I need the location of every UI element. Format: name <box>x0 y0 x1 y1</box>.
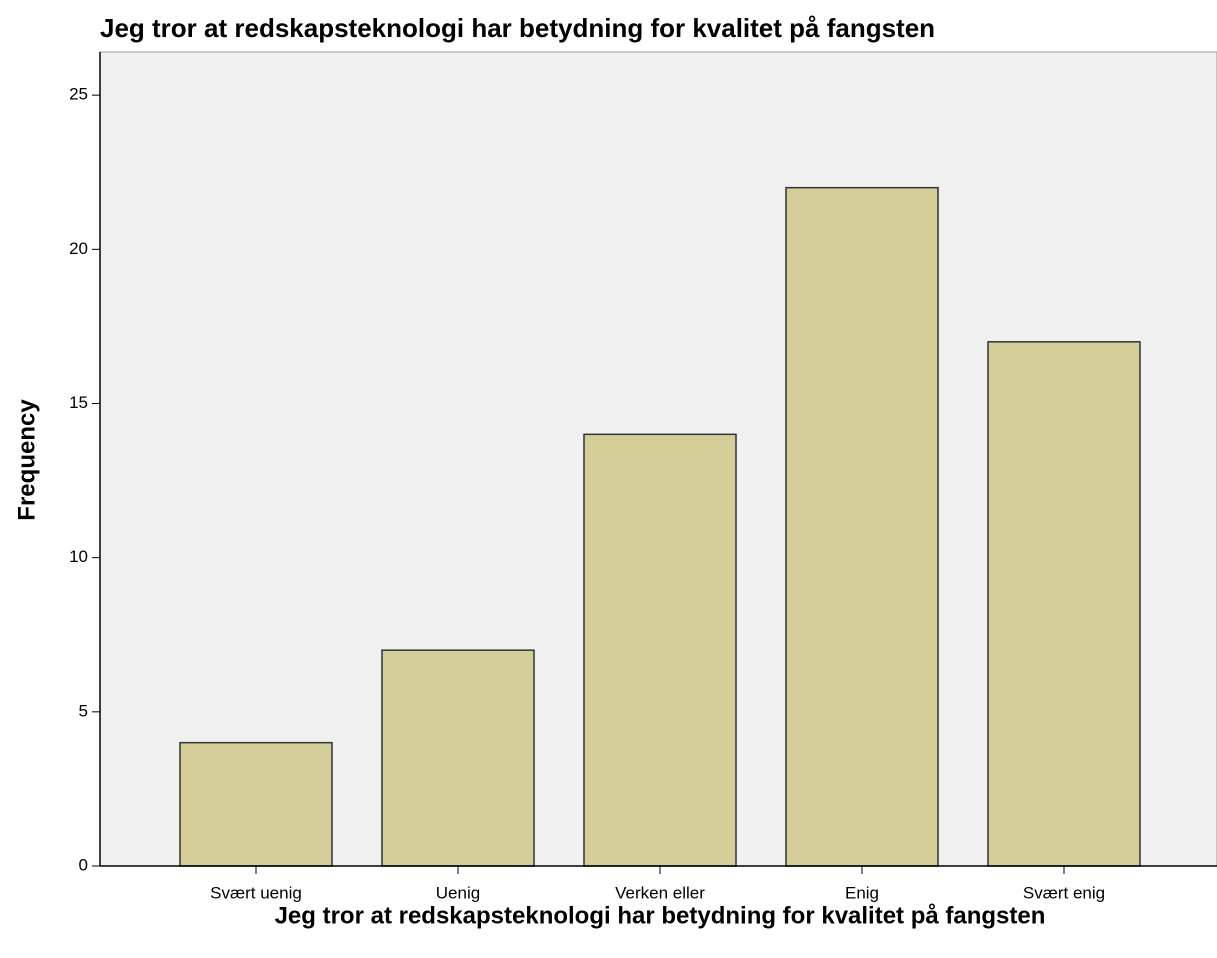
y-axis-label: Frequency <box>13 399 40 521</box>
x-tick-label: Svært uenig <box>210 883 302 902</box>
x-tick-label: Enig <box>845 883 879 902</box>
bar <box>785 186 939 867</box>
x-tick-label: Svært enig <box>1023 883 1105 902</box>
bar <box>987 341 1141 867</box>
y-tick-label: 5 <box>79 701 88 720</box>
bar <box>583 433 737 867</box>
bar <box>179 741 333 867</box>
bar <box>381 649 535 867</box>
y-tick-label: 20 <box>69 239 88 258</box>
chart-title: Jeg tror at redskapsteknologi har betydn… <box>100 13 935 43</box>
y-tick-label: 15 <box>69 393 88 412</box>
x-tick-label: Uenig <box>436 883 480 902</box>
y-tick-label: 0 <box>79 855 88 874</box>
x-axis-label: Jeg tror at redskapsteknologi har betydn… <box>275 902 1046 929</box>
y-tick-label: 10 <box>69 547 88 566</box>
x-tick-label: Verken eller <box>615 883 705 902</box>
y-tick-label: 25 <box>69 85 88 104</box>
